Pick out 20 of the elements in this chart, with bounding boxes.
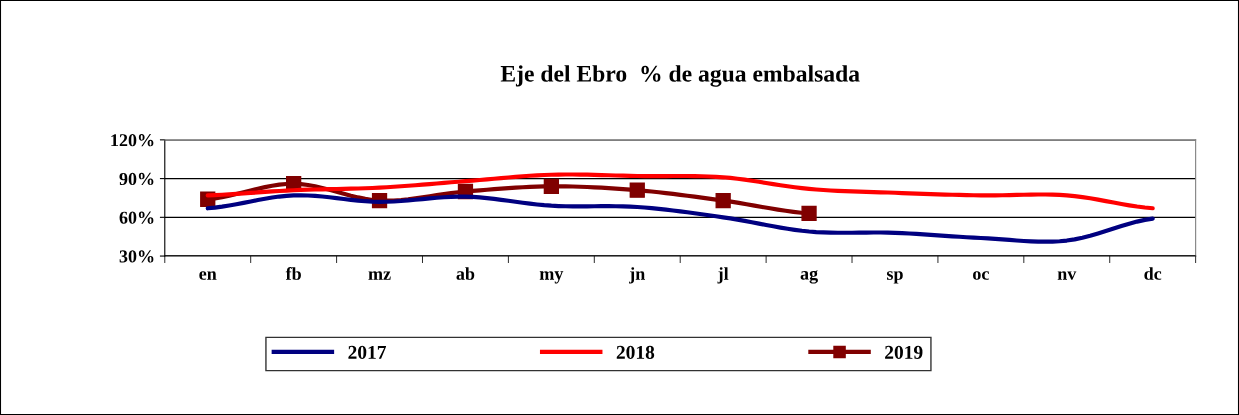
- x-tick-label: ag: [800, 270, 818, 284]
- y-tick-label: 30%: [119, 250, 154, 263]
- x-tick-label: ab: [456, 267, 475, 280]
- x-tick-label: my: [539, 271, 564, 284]
- y-tick-label: 90%: [119, 172, 154, 186]
- legend-label: 2018: [616, 345, 655, 359]
- x-tick-label: nv: [1057, 271, 1077, 280]
- x-tick-label: jl: [717, 267, 729, 284]
- y-tick-label: 60%: [119, 211, 154, 224]
- x-tick-label: mz: [368, 271, 391, 280]
- legend-label: 2019: [885, 345, 923, 359]
- chart-title: Eje del Ebro % de agua embalsada: [500, 65, 860, 87]
- x-tick-label: en: [199, 271, 217, 280]
- legend-label: 2017: [348, 345, 387, 359]
- x-tick-label: fb: [285, 266, 301, 280]
- x-tick-label: oc: [973, 271, 989, 280]
- y-tick-label: 120%: [111, 134, 154, 147]
- x-tick-label: jn: [629, 267, 646, 284]
- x-tick-label: sp: [886, 271, 903, 284]
- x-tick-label: dc: [1144, 267, 1162, 280]
